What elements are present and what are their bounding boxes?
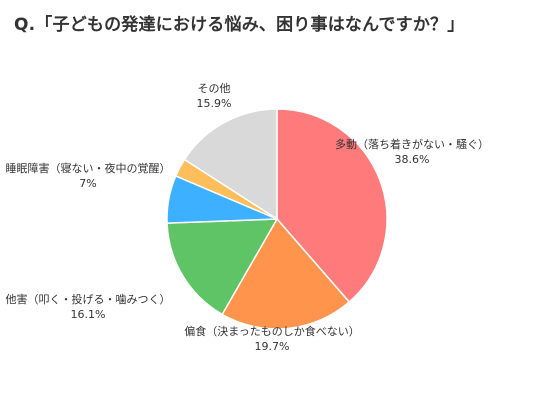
pie-labels: 多動（落ち着きがない・騒ぐ） 38.6% 偏食（決まったものしか食べない） 19.7%… xyxy=(6,82,490,353)
slice-value-label: 16.1% xyxy=(71,308,106,321)
slice-label: 睡眠障害（寝ない・夜中の覚醒） xyxy=(6,161,171,175)
slice-label: その他 xyxy=(198,82,231,95)
slice-value-label: 7% xyxy=(79,177,96,190)
pie-slice xyxy=(183,108,278,221)
pie-slice xyxy=(221,217,351,330)
slice-label: 多動（落ち着きがない・騒ぐ） xyxy=(335,137,489,151)
slice-value-label: 15.9% xyxy=(197,97,232,110)
pie-slice xyxy=(276,108,388,304)
chart-title: Q.「子どもの発達における悩み、困り事はなんですか？」 xyxy=(14,15,465,35)
slice-label: 偏食（決まったものしか食べない） xyxy=(184,324,360,338)
slice-value-label: 38.6% xyxy=(395,153,430,166)
slice-value-label: 19.7% xyxy=(255,340,290,353)
pie-slices xyxy=(166,108,388,330)
slice-label: 他害（叩く・投げる・噛みつく） xyxy=(6,292,171,306)
pie-slice xyxy=(166,218,279,316)
